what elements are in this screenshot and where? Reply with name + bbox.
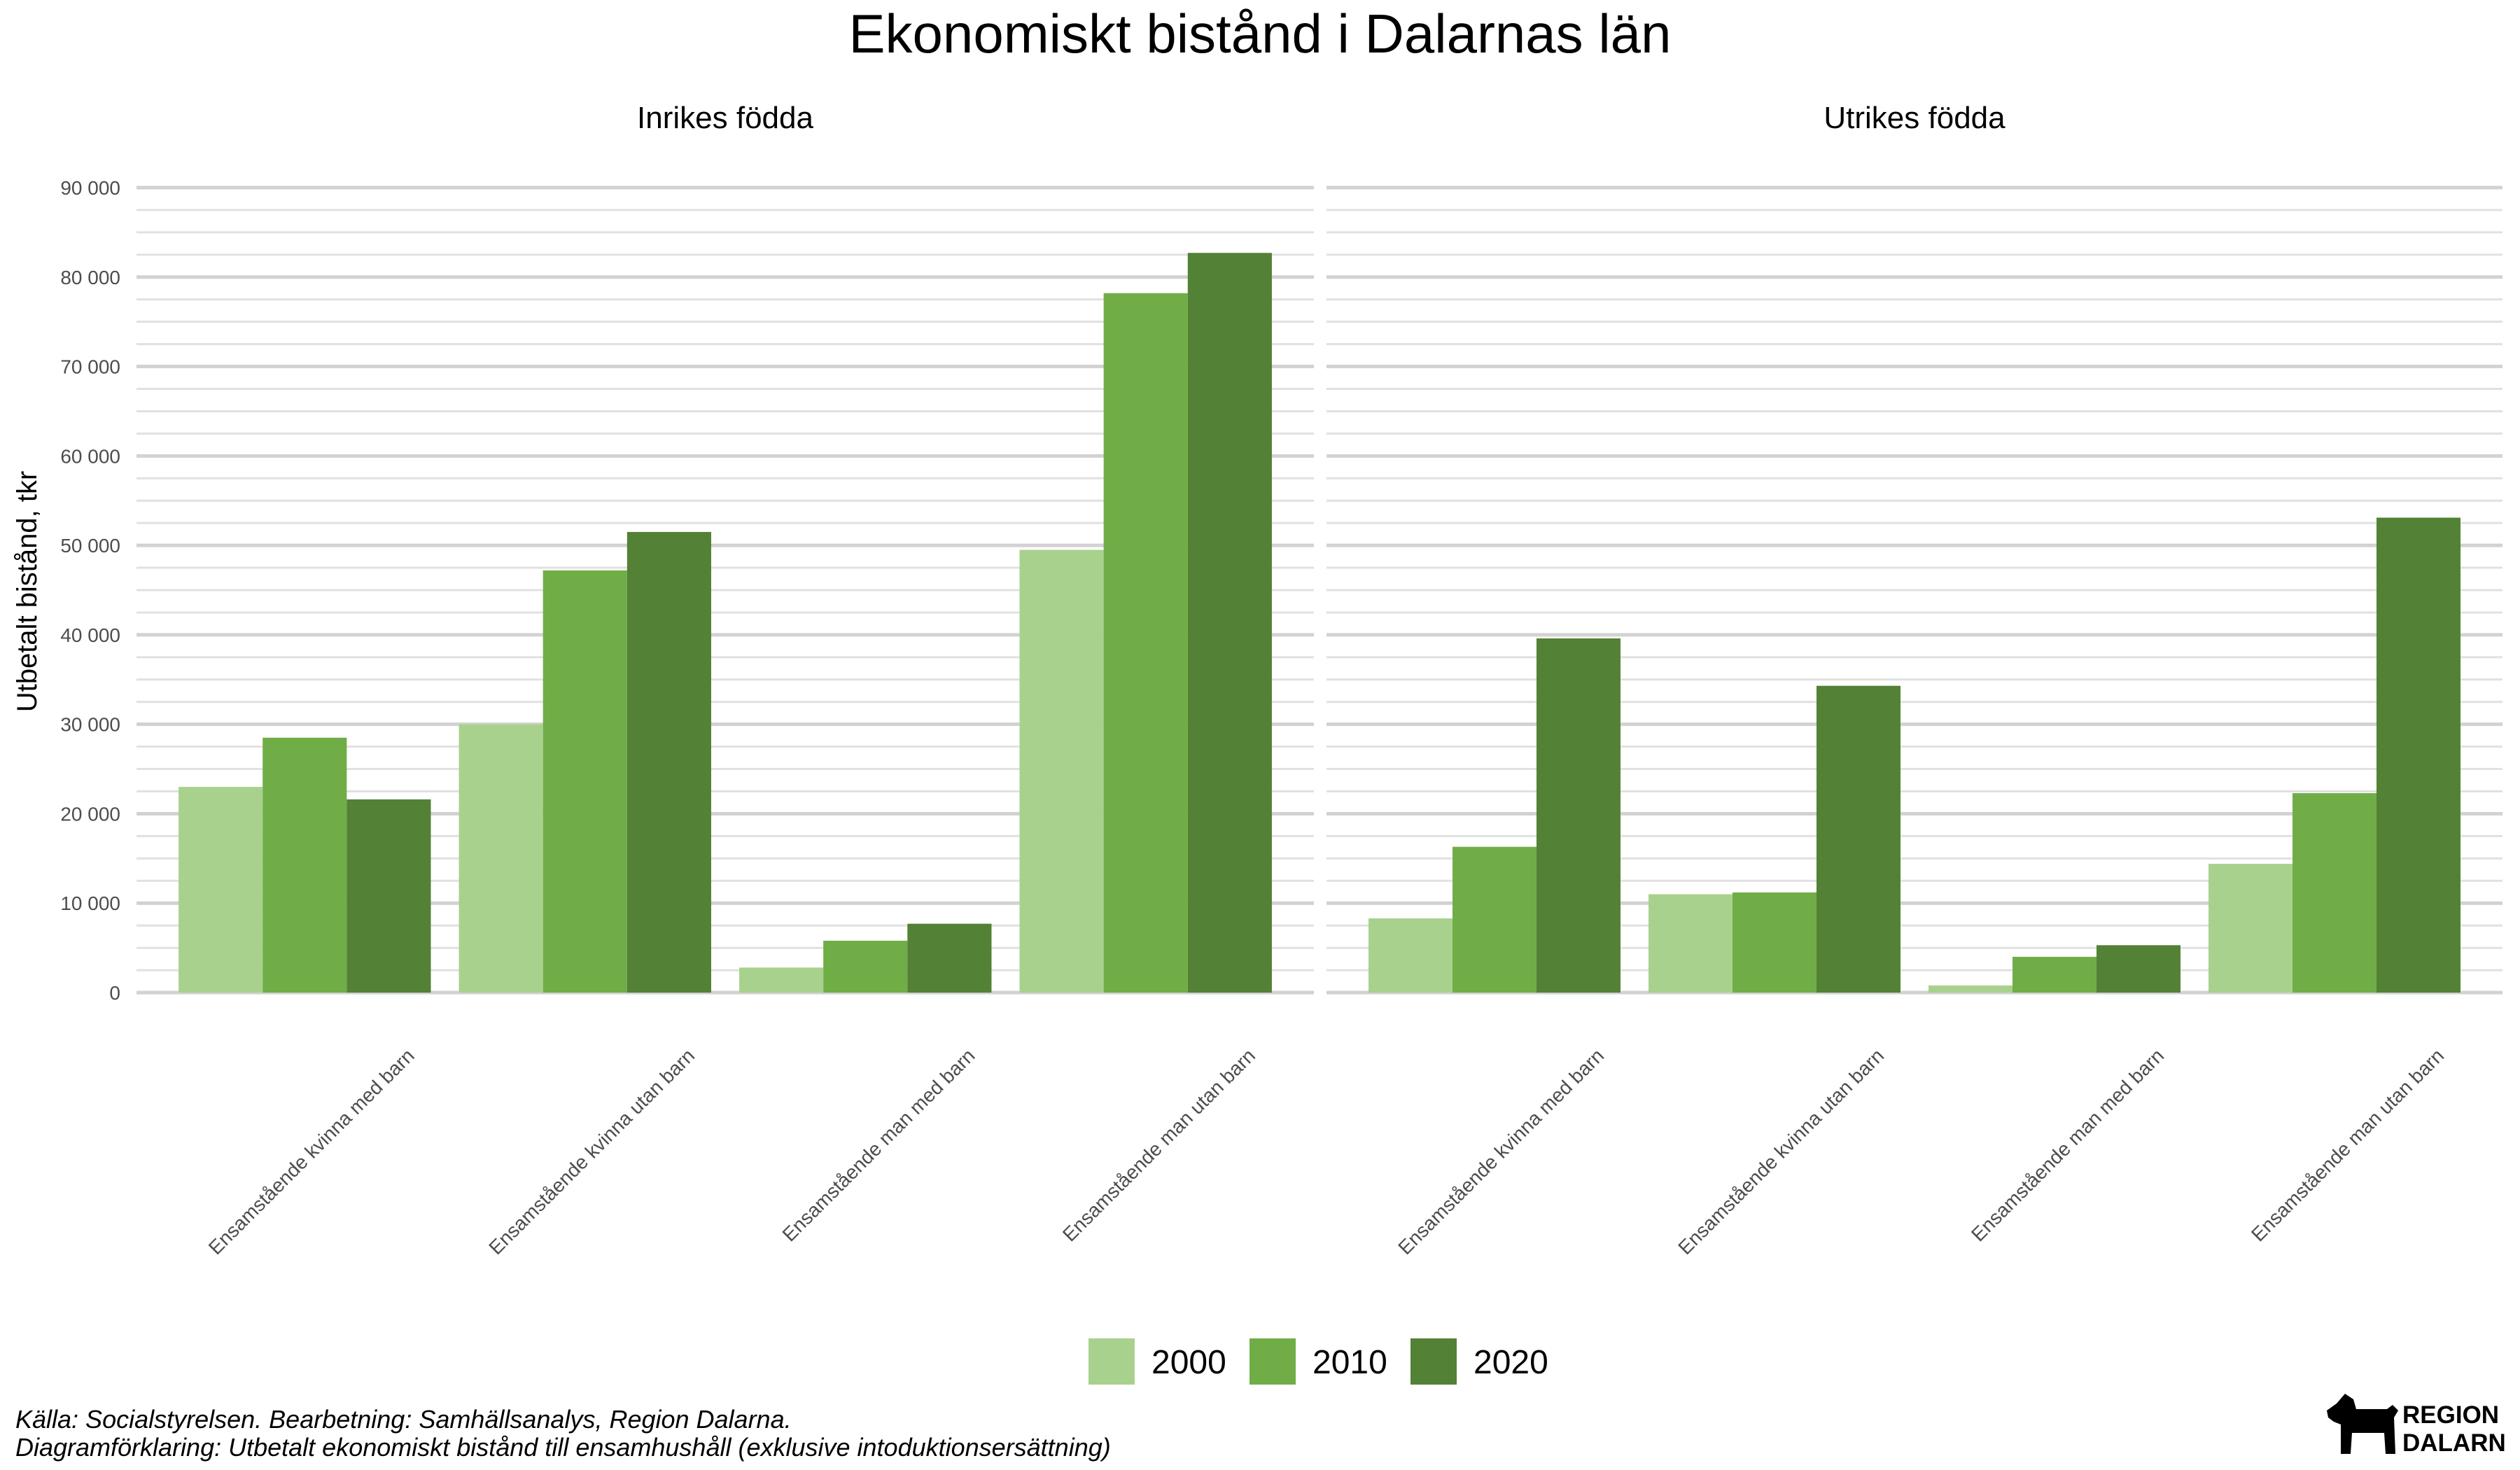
x-tick-label: Ensamstående man utan barn [2247,1044,2448,1245]
logo-line-2: DALARNA [2402,1429,2506,1457]
logo-line-1: REGION [2402,1401,2499,1429]
y-tick-label: 40 000 [60,624,120,646]
bar [262,737,347,993]
bar [1103,293,1188,993]
bar [2376,517,2460,993]
y-tick-label: 90 000 [60,177,120,199]
y-tick-label: 70 000 [60,356,120,378]
bar [542,570,627,993]
panel-1: Inrikes födda 0 10 000 20 000 30 000 40 000 50… [60,101,1314,1259]
region-dalarna-logo: REGION DALARNA [2324,1390,2520,1463]
chart-title: Ekonomiskt bistånd i Dalarnas län [849,3,1672,64]
x-tick-label: Ensamstående man med barn [778,1044,979,1245]
bar [626,531,711,993]
legend-label: 2010 [1312,1344,1387,1381]
bar [2012,956,2096,993]
x-tick-label: Ensamstående kvinna utan barn [484,1044,699,1259]
legend-swatch [1410,1338,1457,1385]
legend-swatch [1088,1338,1135,1385]
x-tick-label: Ensamstående man med barn [1967,1044,2168,1245]
y-tick-label: 80 000 [60,267,120,288]
y-tick-label: 30 000 [60,714,120,736]
bar [907,923,992,993]
panels: Inrikes födda 0 10 000 20 000 30 000 40 000 50… [60,101,2502,1259]
bar [1648,894,1732,993]
source-caption: Källa: Socialstyrelsen. Bearbetning: Sam… [15,1405,792,1434]
panel-2: Utrikes födda Ensamstående kvinna med bar… [1326,101,2502,1259]
bar [1187,253,1272,993]
bar [1732,892,1816,993]
x-tick-label: Ensamstående kvinna med barn [204,1044,419,1259]
bar [1928,985,2012,993]
bar [458,724,543,993]
y-tick-label: 50 000 [60,535,120,556]
dala-horse-icon: REGION DALARNA [2327,1394,2520,1457]
bar [2292,793,2376,993]
bar [2208,864,2292,993]
x-tick-label: Ensamstående kvinna med barn [1394,1044,1608,1259]
x-tick-label: Ensamstående kvinna utan barn [1674,1044,1888,1259]
y-tick-label: 0 [109,982,120,1004]
bar [1368,918,1452,993]
bar [178,787,263,993]
bar [1019,550,1104,993]
bar [1452,846,1536,993]
panel-title: Inrikes födda [637,101,813,135]
bar [823,940,908,993]
y-axis-label: Utbetalt bistånd, tkr [12,471,43,713]
bar [739,967,824,993]
bar [346,799,431,993]
panel-title: Utrikes födda [1823,101,2005,135]
legend-label: 2000 [1152,1344,1226,1381]
bar [2096,945,2180,993]
y-tick-label: 10 000 [60,892,120,914]
y-tick-label: 60 000 [60,445,120,467]
explanation-caption: Diagramförklaring: Utbetalt ekonomiskt b… [15,1433,1111,1462]
legend-label: 2020 [1474,1344,1548,1381]
legend: 2000 2010 2020 [1088,1338,1548,1385]
y-tick-label: 20 000 [60,803,120,825]
bar [1816,685,1900,993]
legend-swatch [1250,1338,1296,1385]
x-tick-label: Ensamstående man utan barn [1058,1044,1259,1245]
bar [1536,638,1620,993]
